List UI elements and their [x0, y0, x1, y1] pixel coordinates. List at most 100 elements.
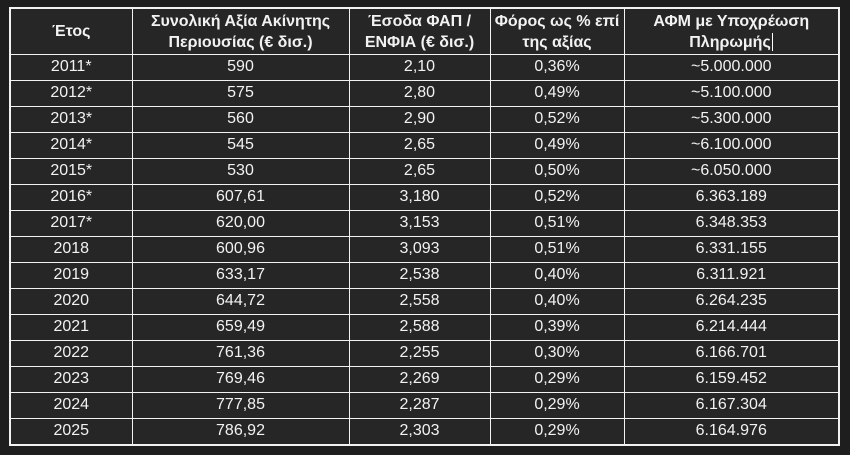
header-total-value[interactable]: Συνολική Αξία Ακίνητης Περιουσίας (€ δισ…: [131, 7, 350, 55]
cell-tax_pct[interactable]: 0,51%: [489, 236, 625, 263]
text-cursor: [771, 32, 774, 51]
cell-tax_pct[interactable]: 0,29%: [489, 418, 625, 446]
cell-afm[interactable]: 6.214.444: [623, 314, 840, 341]
cell-year[interactable]: 2019: [9, 262, 133, 289]
table-row: 2019 633,17 2,538 0,40% 6.311.921: [9, 262, 840, 289]
cell-afm[interactable]: 6.159.452: [623, 366, 840, 393]
cell-revenue[interactable]: 3,093: [348, 236, 491, 263]
cell-afm[interactable]: ~6.100.000: [623, 132, 840, 159]
cell-revenue[interactable]: 2,255: [348, 340, 491, 367]
cell-total_value[interactable]: 644,72: [131, 288, 350, 315]
cell-revenue[interactable]: 2,538: [348, 262, 491, 289]
cell-revenue[interactable]: 3,180: [348, 184, 491, 211]
cell-afm[interactable]: 6.166.701: [623, 340, 840, 367]
header-tax-pct-label: Φόρος ως % επί της αξίας: [494, 12, 620, 51]
cell-tax_pct[interactable]: 0,36%: [489, 54, 625, 81]
cell-total_value[interactable]: 620,00: [131, 210, 350, 237]
table-row: 2021 659,49 2,588 0,39% 6.214.444: [9, 314, 840, 341]
cell-total_value[interactable]: 545: [131, 132, 350, 159]
cell-revenue[interactable]: 2,303: [348, 418, 491, 446]
cell-total_value[interactable]: 633,17: [131, 262, 350, 289]
cell-revenue[interactable]: 2,65: [348, 132, 491, 159]
cell-total_value[interactable]: 786,92: [131, 418, 350, 446]
cell-revenue[interactable]: 2,588: [348, 314, 491, 341]
cell-revenue[interactable]: 2,65: [348, 158, 491, 185]
cell-tax_pct[interactable]: 0,49%: [489, 132, 625, 159]
cell-tax_pct[interactable]: 0,40%: [489, 262, 625, 289]
cell-revenue[interactable]: 2,90: [348, 106, 491, 133]
cell-year[interactable]: 2024: [9, 392, 133, 419]
header-tax-pct[interactable]: Φόρος ως % επί της αξίας: [489, 7, 625, 55]
table-body: 2011* 590 2,10 0,36% ~5.000.000 2012* 575 2,80 0…: [9, 54, 840, 446]
table-header: Έτος Συνολική Αξία Ακίνητης Περιουσίας (…: [9, 7, 840, 55]
table-row: 2013* 560 2,90 0,52% ~5.300.000: [9, 106, 840, 133]
header-revenue[interactable]: Έσοδα ΦΑΠ / ΕΝΦΙΑ (€ δισ.): [348, 7, 491, 55]
cell-tax_pct[interactable]: 0,51%: [489, 210, 625, 237]
table-row: 2020 644,72 2,558 0,40% 6.264.235: [9, 288, 840, 315]
header-revenue-label: Έσοδα ΦΑΠ / ΕΝΦΙΑ (€ δισ.): [364, 12, 475, 51]
cell-afm[interactable]: 6.363.189: [623, 184, 840, 211]
cell-revenue[interactable]: 2,287: [348, 392, 491, 419]
cell-total_value[interactable]: 777,85: [131, 392, 350, 419]
cell-year[interactable]: 2011*: [9, 54, 133, 81]
cell-afm[interactable]: ~6.050.000: [623, 158, 840, 185]
cell-year[interactable]: 2022: [9, 340, 133, 367]
cell-tax_pct[interactable]: 0,52%: [489, 106, 625, 133]
cell-afm[interactable]: ~5.100.000: [623, 80, 840, 107]
cell-tax_pct[interactable]: 0,39%: [489, 314, 625, 341]
header-afm-label: ΑΦΜ με Υποχρέωση Πληρωμής: [653, 12, 810, 51]
header-year-label: Έτος: [52, 23, 91, 40]
header-total-value-label: Συνολική Αξία Ακίνητης Περιουσίας (€ δισ…: [150, 12, 331, 51]
cell-tax_pct[interactable]: 0,29%: [489, 392, 625, 419]
cell-year[interactable]: 2018: [9, 236, 133, 263]
cell-total_value[interactable]: 659,49: [131, 314, 350, 341]
cell-year[interactable]: 2023: [9, 366, 133, 393]
cell-tax_pct[interactable]: 0,29%: [489, 366, 625, 393]
table-row: 2018 600,96 3,093 0,51% 6.331.155: [9, 236, 840, 263]
cell-tax_pct[interactable]: 0,40%: [489, 288, 625, 315]
cell-afm[interactable]: 6.311.921: [623, 262, 840, 289]
cell-afm[interactable]: ~5.000.000: [623, 54, 840, 81]
property-tax-table: Έτος Συνολική Αξία Ακίνητης Περιουσίας (…: [9, 7, 840, 446]
table-row: 2012* 575 2,80 0,49% ~5.100.000: [9, 80, 840, 107]
cell-revenue[interactable]: 2,558: [348, 288, 491, 315]
cell-afm[interactable]: 6.331.155: [623, 236, 840, 263]
cell-total_value[interactable]: 600,96: [131, 236, 350, 263]
table-row: 2014* 545 2,65 0,49% ~6.100.000: [9, 132, 840, 159]
cell-total_value[interactable]: 575: [131, 80, 350, 107]
cell-year[interactable]: 2025: [9, 418, 133, 446]
table-row: 2022 761,36 2,255 0,30% 6.166.701: [9, 340, 840, 367]
cell-year[interactable]: 2015*: [9, 158, 133, 185]
cell-year[interactable]: 2020: [9, 288, 133, 315]
cell-year[interactable]: 2014*: [9, 132, 133, 159]
cell-total_value[interactable]: 769,46: [131, 366, 350, 393]
cell-total_value[interactable]: 530: [131, 158, 350, 185]
cell-year[interactable]: 2021: [9, 314, 133, 341]
table-row: 2016* 607,61 3,180 0,52% 6.363.189: [9, 184, 840, 211]
cell-tax_pct[interactable]: 0,50%: [489, 158, 625, 185]
cell-revenue[interactable]: 2,80: [348, 80, 491, 107]
header-afm[interactable]: ΑΦΜ με Υποχρέωση Πληρωμής: [623, 7, 840, 55]
cell-afm[interactable]: ~5.300.000: [623, 106, 840, 133]
cell-afm[interactable]: 6.264.235: [623, 288, 840, 315]
cell-revenue[interactable]: 2,10: [348, 54, 491, 81]
cell-year[interactable]: 2012*: [9, 80, 133, 107]
table-row: 2024 777,85 2,287 0,29% 6.167.304: [9, 392, 840, 419]
cell-afm[interactable]: 6.167.304: [623, 392, 840, 419]
cell-revenue[interactable]: 3,153: [348, 210, 491, 237]
cell-total_value[interactable]: 761,36: [131, 340, 350, 367]
cell-tax_pct[interactable]: 0,49%: [489, 80, 625, 107]
cell-year[interactable]: 2016*: [9, 184, 133, 211]
cell-year[interactable]: 2013*: [9, 106, 133, 133]
cell-total_value[interactable]: 607,61: [131, 184, 350, 211]
cell-afm[interactable]: 6.164.976: [623, 418, 840, 446]
cell-tax_pct[interactable]: 0,30%: [489, 340, 625, 367]
cell-year[interactable]: 2017*: [9, 210, 133, 237]
cell-total_value[interactable]: 560: [131, 106, 350, 133]
cell-tax_pct[interactable]: 0,52%: [489, 184, 625, 211]
cell-revenue[interactable]: 2,269: [348, 366, 491, 393]
cell-total_value[interactable]: 590: [131, 54, 350, 81]
cell-afm[interactable]: 6.348.353: [623, 210, 840, 237]
table-row: 2015* 530 2,65 0,50% ~6.050.000: [9, 158, 840, 185]
header-year[interactable]: Έτος: [9, 7, 133, 55]
